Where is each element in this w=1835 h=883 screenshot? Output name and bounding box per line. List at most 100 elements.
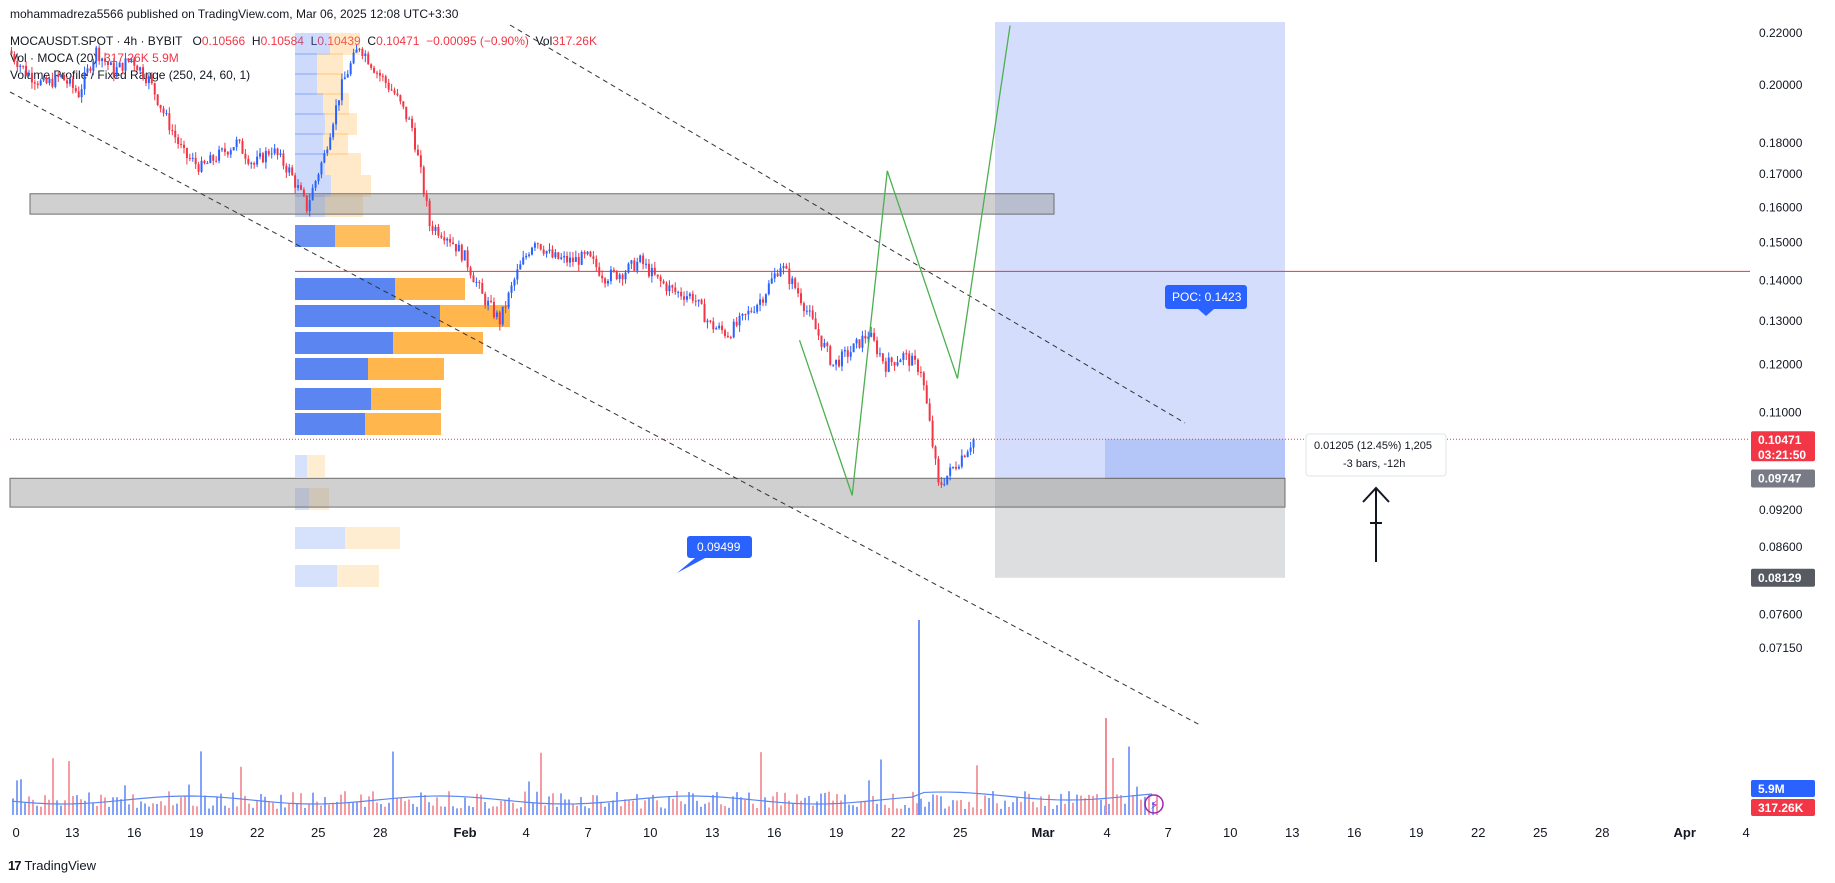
candle-body	[732, 321, 735, 338]
candle-body	[791, 278, 794, 284]
volume-bar	[548, 796, 550, 815]
volume-bar	[812, 805, 814, 815]
volume-bar	[928, 801, 930, 815]
candle-body	[764, 294, 767, 303]
volume-bar	[764, 797, 766, 815]
volume-bar	[1132, 795, 1134, 815]
y-tick-label: 0.22000	[1759, 26, 1803, 40]
callout-pointer	[677, 558, 705, 573]
candle-body	[10, 50, 13, 55]
candle-body	[694, 300, 697, 302]
volume-bar	[508, 797, 510, 815]
volume-bar	[156, 803, 158, 815]
candle-body	[337, 100, 340, 106]
volume-bar	[100, 794, 102, 815]
candle-body	[835, 359, 838, 365]
candle-body	[133, 58, 136, 66]
volume-bar	[176, 803, 178, 815]
volume-bar	[916, 803, 918, 815]
volume-bar	[1128, 746, 1130, 815]
candle-body	[177, 137, 180, 145]
volume-bar	[600, 801, 602, 815]
volume-bar	[64, 800, 66, 815]
candle-body	[601, 275, 604, 279]
footer-brand[interactable]: 17 TradingView	[8, 858, 96, 873]
symbol-name[interactable]: MOCAUSDT.SPOT · 4h · BYBIT	[10, 34, 183, 48]
volume-indicator-name[interactable]: Vol · MOCA (20)	[10, 51, 98, 65]
candle-body	[215, 160, 218, 162]
candles	[10, 45, 975, 489]
y-tick-label: 0.15000	[1759, 236, 1803, 250]
volume-profile-down-bar	[371, 388, 441, 410]
volume-profile-up-bar	[295, 225, 335, 247]
volume-bar	[444, 806, 446, 815]
candle-body	[934, 446, 937, 459]
x-tick-label: 4	[1104, 825, 1111, 840]
volume-bar	[260, 793, 262, 815]
x-tick-label: 25	[953, 825, 967, 840]
candle-body	[712, 321, 715, 330]
candle-body	[621, 274, 624, 280]
candle-body	[68, 78, 71, 84]
candle-body	[513, 279, 516, 286]
volume-bar	[936, 795, 938, 815]
volume-bar	[844, 794, 846, 815]
symbol-legend[interactable]: MOCAUSDT.SPOT · 4h · BYBIT O0.10566 H0.1…	[10, 34, 597, 48]
volume-bar	[284, 807, 286, 815]
candle-body	[86, 68, 89, 73]
candle-body	[721, 325, 724, 331]
volume-bar	[1156, 794, 1158, 815]
volume-bar	[104, 797, 106, 815]
volume-last-label: 317.26K	[1758, 801, 1804, 815]
candle-body	[396, 93, 399, 96]
candle-body	[370, 64, 373, 68]
support-zone	[9, 477, 1286, 508]
volume-bar	[1020, 801, 1022, 815]
flash-icon: ⚡	[1150, 798, 1158, 812]
candle-body	[352, 52, 355, 64]
volume-profile-down-bar	[330, 33, 360, 55]
volume-bar	[768, 807, 770, 815]
volume-bar	[656, 800, 658, 815]
candle-body	[408, 118, 411, 120]
candle-body	[703, 303, 706, 323]
candle-body	[811, 310, 814, 319]
candle-body	[498, 312, 501, 325]
volume-indicator-legend[interactable]: Vol · MOCA (20) 317.26K 5.9M	[10, 51, 179, 65]
x-tick-label: 19	[189, 825, 203, 840]
volume-bar	[152, 803, 154, 815]
volume-bar	[836, 794, 838, 815]
candle-body	[16, 61, 19, 67]
y-tick-label: 0.09200	[1759, 503, 1803, 517]
candle-body	[560, 257, 563, 259]
candle-body	[864, 335, 867, 339]
volume-bar	[708, 802, 710, 815]
y-tick-label: 0.08600	[1759, 540, 1803, 554]
volume-bar	[900, 808, 902, 815]
candle-body	[840, 351, 843, 367]
candle-body	[484, 293, 487, 306]
candle-body	[937, 458, 940, 483]
candle-body	[98, 47, 101, 61]
volume-profile-down-bar	[307, 455, 325, 477]
candle-body	[469, 267, 472, 276]
candle-body	[773, 273, 776, 279]
y-tick-label: 0.12000	[1759, 358, 1803, 372]
candle-body	[212, 155, 215, 161]
low-label: L	[310, 34, 318, 48]
volume-bar	[464, 797, 466, 815]
candle-body	[270, 153, 273, 155]
candle-body	[723, 330, 726, 336]
entry-price-label-box	[1751, 469, 1815, 488]
volume-bar	[832, 800, 834, 815]
candle-body	[22, 65, 25, 67]
candle-body	[683, 296, 686, 300]
volume-bar	[480, 794, 482, 815]
volume-bar	[796, 794, 798, 815]
volume-bar	[884, 804, 886, 815]
candle-body	[326, 149, 329, 154]
volume-bar	[596, 795, 598, 815]
candle-body	[364, 53, 367, 56]
candle-body	[89, 68, 92, 71]
